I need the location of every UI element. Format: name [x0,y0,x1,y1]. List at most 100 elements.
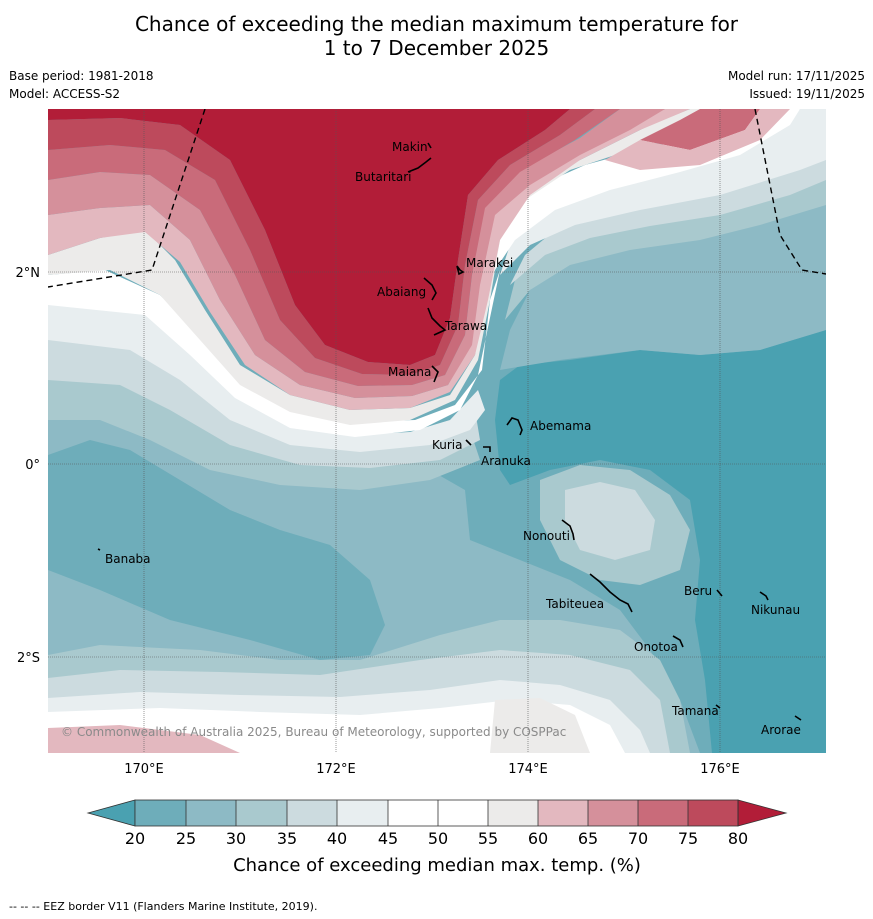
band-above-80 [48,109,570,365]
colorbar-tick-25: 25 [176,829,196,848]
colorbar-cell-30 [236,800,287,826]
tamana-island [715,704,721,709]
y-tick-0: 0° [25,458,40,473]
x-tick-176e: 176°E [700,762,740,777]
colorbar-cell-50 [438,800,488,826]
colorbar-tick-40: 40 [327,829,347,848]
meta-right: Model run: 17/11/2025 Issued: 19/11/2025 [728,67,865,103]
arorae-island [794,715,802,721]
band-70-northeast [640,109,760,150]
label-butaritari: Butaritari [355,170,412,184]
colorbar-under-arrow [86,799,136,827]
label-arorae: Arorae [761,723,801,737]
band-75-west [48,109,595,375]
colorbar-tick-75: 75 [678,829,698,848]
colorbar-cell-75 [688,800,738,826]
x-tick-170e: 170°E [124,762,164,777]
map-title: Chance of exceeding the median maximum t… [0,12,873,60]
label-beru: Beru [684,584,712,598]
label-banaba: Banaba [105,552,151,566]
colorbar-tick-35: 35 [277,829,297,848]
x-tick-174e: 174°E [508,762,548,777]
label-onotoa: Onotoa [634,640,678,654]
colorbar-frame [134,799,739,827]
islands [97,142,802,721]
y-tick-2n: 2°N [16,266,41,281]
colorbar-label: Chance of exceeding median max. temp. (%… [233,855,641,876]
colorbar-tick-30: 30 [226,829,246,848]
abemama-island [506,417,523,436]
band-70-west [48,109,620,386]
nonouti-island [561,519,575,541]
colorbar-tick-55: 55 [478,829,498,848]
colorbar-over-arrow [737,799,788,827]
band-60-northeast [605,109,790,170]
kuria-island [465,439,472,446]
copyright-text: © Commonwealth of Australia 2025, Bureau… [61,725,566,739]
colorbar-tick-45: 45 [378,829,398,848]
label-abaiang: Abaiang [377,285,426,299]
model-run: Model run: 17/11/2025 [727,69,865,83]
band-55-west [48,109,740,425]
issued-date: Issued: 19/11/2025 [749,87,865,101]
colorbar-tick-60: 60 [528,829,548,848]
band-55-south-east [490,698,590,753]
label-tabiteuea: Tabiteuea [545,597,604,611]
colorbar-dividers [185,800,689,826]
colorbar-cell-25 [186,800,236,826]
tabiteuea-island [589,573,633,613]
label-makin: Makin [392,140,428,154]
base-period: Base period: 1981-2018 [9,69,154,83]
y-tick-2s: 2°S [17,651,40,666]
colorbar-tick-80: 80 [728,829,748,848]
band-35-nonouti [565,482,655,560]
label-maiana: Maiana [388,365,431,379]
colorbar-cell-60 [538,800,588,826]
abaiang-island [423,277,437,301]
colorbar-tick-50: 50 [428,829,448,848]
label-nikunau: Nikunau [751,603,800,617]
aranuka-island [483,446,491,452]
graticule [48,109,826,753]
model-name: Model: ACCESS-S2 [9,87,121,101]
colorbar-tick-20: 20 [125,829,145,848]
eez-footnote: -- -- -- EEZ border V11 (Flanders Marine… [9,900,318,913]
colorbar-cell-45 [388,800,438,826]
label-tarawa: Tarawa [444,319,487,333]
label-kuria: Kuria [432,438,463,452]
maiana-island [431,365,439,383]
eez-border [48,109,826,288]
band-45-west [48,270,500,437]
label-marakei: Marakei [466,256,513,270]
label-nonouti: Nonouti [523,529,570,543]
label-abemama: Abemama [530,419,591,433]
nikunau-island [759,591,769,601]
label-aranuka: Aranuka [481,454,531,468]
band-below-20-east [495,330,826,753]
butaritari-island [407,157,432,173]
colorbar-tick-70: 70 [628,829,648,848]
band-35-northeast [510,130,826,285]
colorbar-cell-35 [287,800,337,826]
label-tamana: Tamana [671,704,719,718]
beru-island [716,589,723,597]
colorbar-tick-65: 65 [578,829,598,848]
band-40-west [48,298,485,452]
colorbar-cell-55 [488,800,538,826]
colorbar-cell-40 [337,800,388,826]
tarawa-island [427,307,447,336]
makin-island [427,142,432,149]
x-tick-172e: 172°E [316,762,356,777]
onotoa-island [672,635,684,648]
map-panel: Makin Butaritari Marakei Abaiang Tarawa … [48,109,826,753]
title-line-1: Chance of exceeding the median maximum t… [134,12,739,36]
title-line-2: 1 to 7 December 2025 [323,36,550,60]
colorbar-cell-65 [588,800,638,826]
band-20-west-tongue [48,440,385,660]
colorbar: 20 25 30 35 40 45 50 55 60 65 70 75 80 C… [86,799,788,876]
colorbar-cell-20 [135,800,186,826]
colorbar-cell-70 [638,800,688,826]
banaba-island [97,548,101,551]
marakei-island [456,265,465,276]
